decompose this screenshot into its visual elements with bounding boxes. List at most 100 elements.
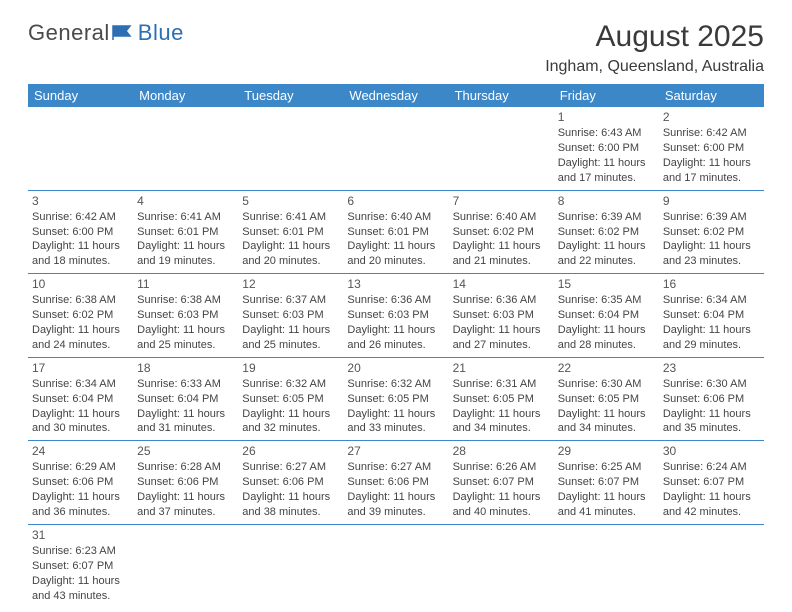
day2-text: and 34 minutes. [558,421,655,436]
day1-text: Daylight: 11 hours [558,156,655,171]
day-number: 4 [137,193,234,209]
sunset-text: Sunset: 6:05 PM [558,392,655,407]
day-number: 21 [453,360,550,376]
sunrise-text: Sunrise: 6:34 AM [32,377,129,392]
calendar-cell: 2Sunrise: 6:42 AMSunset: 6:00 PMDaylight… [659,107,764,190]
sunset-text: Sunset: 6:04 PM [663,308,760,323]
calendar-cell-empty [343,107,448,190]
day1-text: Daylight: 11 hours [663,323,760,338]
sunset-text: Sunset: 6:02 PM [663,225,760,240]
sunrise-text: Sunrise: 6:33 AM [137,377,234,392]
sunset-text: Sunset: 6:07 PM [453,475,550,490]
day2-text: and 31 minutes. [137,421,234,436]
day-number: 23 [663,360,760,376]
day1-text: Daylight: 11 hours [558,239,655,254]
calendar-row: 10Sunrise: 6:38 AMSunset: 6:02 PMDayligh… [28,274,764,358]
calendar-cell: 22Sunrise: 6:30 AMSunset: 6:05 PMDayligh… [554,357,659,441]
sunset-text: Sunset: 6:05 PM [453,392,550,407]
day-number: 14 [453,276,550,292]
flag-icon [112,24,136,42]
day-number: 6 [347,193,444,209]
day-number: 5 [242,193,339,209]
sunrise-text: Sunrise: 6:41 AM [137,210,234,225]
sunset-text: Sunset: 6:05 PM [347,392,444,407]
sunset-text: Sunset: 6:03 PM [242,308,339,323]
day1-text: Daylight: 11 hours [453,407,550,422]
sunset-text: Sunset: 6:04 PM [137,392,234,407]
day2-text: and 32 minutes. [242,421,339,436]
day1-text: Daylight: 11 hours [137,407,234,422]
day1-text: Daylight: 11 hours [242,323,339,338]
day1-text: Daylight: 11 hours [32,407,129,422]
logo-text-blue: Blue [138,20,184,46]
calendar-cell: 30Sunrise: 6:24 AMSunset: 6:07 PMDayligh… [659,441,764,525]
sunrise-text: Sunrise: 6:36 AM [453,293,550,308]
day1-text: Daylight: 11 hours [663,239,760,254]
sunset-text: Sunset: 6:07 PM [32,559,129,574]
day-number: 31 [32,527,129,543]
calendar-cell-empty [133,107,238,190]
calendar-row: 31Sunrise: 6:23 AMSunset: 6:07 PMDayligh… [28,524,764,607]
day1-text: Daylight: 11 hours [347,323,444,338]
calendar-cell-empty [659,524,764,607]
calendar-cell: 25Sunrise: 6:28 AMSunset: 6:06 PMDayligh… [133,441,238,525]
calendar-cell: 29Sunrise: 6:25 AMSunset: 6:07 PMDayligh… [554,441,659,525]
day2-text: and 23 minutes. [663,254,760,269]
day-number: 20 [347,360,444,376]
day-number: 11 [137,276,234,292]
calendar-cell: 12Sunrise: 6:37 AMSunset: 6:03 PMDayligh… [238,274,343,358]
sunrise-text: Sunrise: 6:37 AM [242,293,339,308]
day1-text: Daylight: 11 hours [347,490,444,505]
day1-text: Daylight: 11 hours [663,407,760,422]
day-number: 17 [32,360,129,376]
day-number: 30 [663,443,760,459]
sunrise-text: Sunrise: 6:28 AM [137,460,234,475]
sunrise-text: Sunrise: 6:42 AM [32,210,129,225]
calendar-cell: 23Sunrise: 6:30 AMSunset: 6:06 PMDayligh… [659,357,764,441]
sunset-text: Sunset: 6:06 PM [663,392,760,407]
day1-text: Daylight: 11 hours [242,490,339,505]
sunrise-text: Sunrise: 6:27 AM [242,460,339,475]
day2-text: and 41 minutes. [558,505,655,520]
day-number: 29 [558,443,655,459]
calendar-cell: 13Sunrise: 6:36 AMSunset: 6:03 PMDayligh… [343,274,448,358]
calendar-cell: 27Sunrise: 6:27 AMSunset: 6:06 PMDayligh… [343,441,448,525]
sunrise-text: Sunrise: 6:30 AM [558,377,655,392]
day1-text: Daylight: 11 hours [137,490,234,505]
day-number: 9 [663,193,760,209]
sunset-text: Sunset: 6:06 PM [137,475,234,490]
calendar-row: 1Sunrise: 6:43 AMSunset: 6:00 PMDaylight… [28,107,764,190]
calendar-cell: 9Sunrise: 6:39 AMSunset: 6:02 PMDaylight… [659,190,764,274]
calendar-cell: 19Sunrise: 6:32 AMSunset: 6:05 PMDayligh… [238,357,343,441]
sunrise-text: Sunrise: 6:34 AM [663,293,760,308]
day1-text: Daylight: 11 hours [347,239,444,254]
day-number: 25 [137,443,234,459]
calendar-cell: 17Sunrise: 6:34 AMSunset: 6:04 PMDayligh… [28,357,133,441]
day2-text: and 20 minutes. [347,254,444,269]
sunrise-text: Sunrise: 6:31 AM [453,377,550,392]
sunrise-text: Sunrise: 6:32 AM [242,377,339,392]
sunrise-text: Sunrise: 6:38 AM [32,293,129,308]
day-number: 8 [558,193,655,209]
day-number: 16 [663,276,760,292]
calendar-cell: 7Sunrise: 6:40 AMSunset: 6:02 PMDaylight… [449,190,554,274]
day1-text: Daylight: 11 hours [32,239,129,254]
day2-text: and 21 minutes. [453,254,550,269]
day1-text: Daylight: 11 hours [32,574,129,589]
title-block: August 2025 Ingham, Queensland, Australi… [545,20,764,76]
calendar-cell: 4Sunrise: 6:41 AMSunset: 6:01 PMDaylight… [133,190,238,274]
day2-text: and 29 minutes. [663,338,760,353]
sunrise-text: Sunrise: 6:23 AM [32,544,129,559]
day1-text: Daylight: 11 hours [137,239,234,254]
day2-text: and 37 minutes. [137,505,234,520]
sunrise-text: Sunrise: 6:32 AM [347,377,444,392]
day2-text: and 17 minutes. [663,171,760,186]
calendar-cell-empty [449,107,554,190]
day1-text: Daylight: 11 hours [347,407,444,422]
location-text: Ingham, Queensland, Australia [545,58,764,76]
day-number: 28 [453,443,550,459]
sunrise-text: Sunrise: 6:39 AM [663,210,760,225]
day2-text: and 22 minutes. [558,254,655,269]
sunset-text: Sunset: 6:01 PM [137,225,234,240]
calendar-cell: 11Sunrise: 6:38 AMSunset: 6:03 PMDayligh… [133,274,238,358]
